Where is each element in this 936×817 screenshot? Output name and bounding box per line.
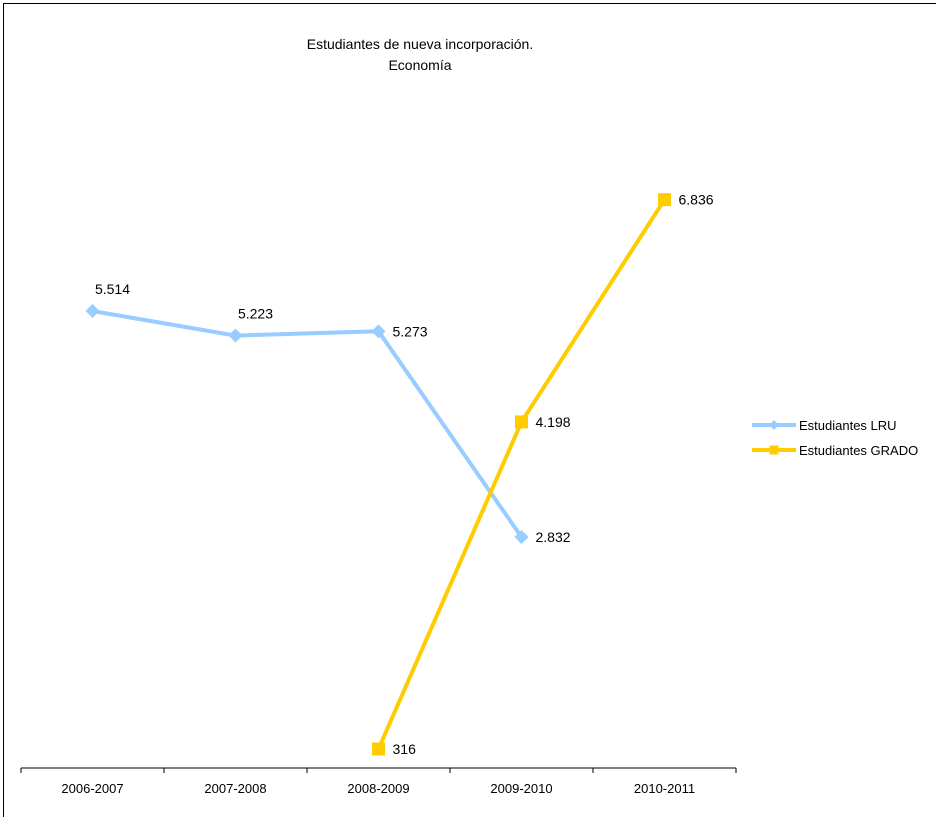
legend-marker xyxy=(769,445,779,455)
data-label: 316 xyxy=(393,741,417,757)
series-line-grado xyxy=(376,198,667,750)
data-point-marker xyxy=(658,193,671,207)
chart-frame xyxy=(3,3,936,817)
data-point-marker xyxy=(515,415,528,429)
data-point-marker xyxy=(371,324,386,339)
legend-label: Estudiantes LRU xyxy=(799,418,897,433)
x-tick-label: 2008-2009 xyxy=(347,781,409,796)
x-tick-label: 2007-2008 xyxy=(204,781,266,796)
series-line-lru xyxy=(92,309,524,539)
chart-title-block: Estudiantes de nueva incorporación. Econ… xyxy=(0,34,840,76)
x-tick-label: 2009-2010 xyxy=(490,781,552,796)
legend-marker xyxy=(769,420,779,430)
data-label: 2.832 xyxy=(536,529,571,545)
data-point-marker xyxy=(85,304,100,319)
data-label: 5.273 xyxy=(393,323,428,339)
x-tick-label: 2006-2007 xyxy=(61,781,123,796)
data-point-marker xyxy=(228,328,243,343)
chart-title: Estudiantes de nueva incorporación. xyxy=(306,36,534,52)
data-label: 6.836 xyxy=(679,192,714,208)
chart-subtitle: Economía xyxy=(388,57,452,73)
data-point-marker xyxy=(372,742,385,756)
x-tick-label: 2010-2011 xyxy=(634,781,695,796)
data-point-marker xyxy=(514,530,529,545)
legend-label: Estudiantes GRADO xyxy=(799,443,918,458)
data-label: 4.198 xyxy=(536,414,571,430)
data-label: 5.514 xyxy=(95,281,130,297)
data-label: 5.223 xyxy=(238,306,273,322)
